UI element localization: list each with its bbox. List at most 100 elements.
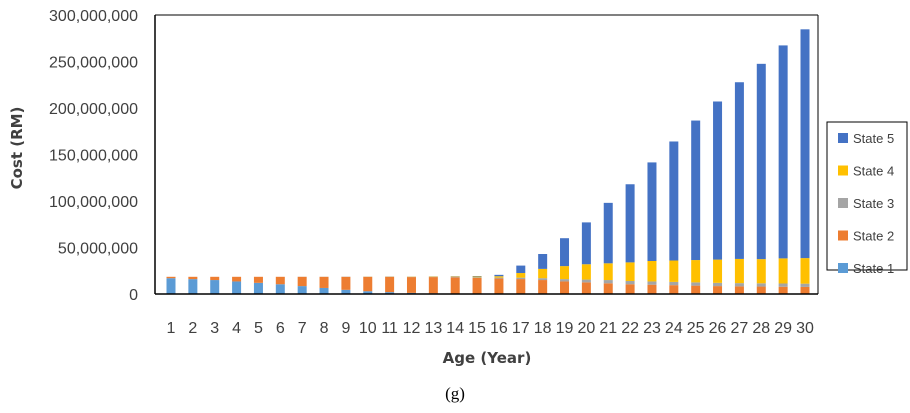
y-tick-label: 100,000,000 xyxy=(49,194,138,211)
bar-segment-state-3-age-25 xyxy=(691,282,701,286)
x-tick-label: 17 xyxy=(512,320,530,337)
legend-label-state-2: State 2 xyxy=(853,229,894,244)
bar-segment-state-2-age-16 xyxy=(494,278,504,294)
x-tick-label: 18 xyxy=(534,320,552,337)
legend-swatch-state-3 xyxy=(838,198,848,208)
bar-segment-state-2-age-4 xyxy=(232,276,242,282)
x-tick-label: 24 xyxy=(665,320,683,337)
bar-segment-state-5-age-16 xyxy=(494,274,504,277)
bar-segment-state-4-age-30 xyxy=(800,258,810,284)
bar-segment-state-4-age-17 xyxy=(516,273,526,278)
bar-segment-state-2-age-3 xyxy=(210,276,220,281)
x-tick-label: 30 xyxy=(796,320,814,337)
x-tick-label: 10 xyxy=(359,320,377,337)
bar-segment-state-3-age-28 xyxy=(756,283,766,287)
bar-segment-state-1-age-9 xyxy=(341,289,351,294)
x-tick-label: 27 xyxy=(731,320,749,337)
x-tick-label: 22 xyxy=(621,320,639,337)
bar-segment-state-4-age-21 xyxy=(603,263,613,281)
x-tick-label: 9 xyxy=(341,320,350,337)
bar-segment-state-2-age-2 xyxy=(188,276,198,280)
x-tick-label: 11 xyxy=(381,320,398,337)
bar-segment-state-2-age-30 xyxy=(800,286,810,294)
bar-segment-state-2-age-25 xyxy=(691,285,701,294)
bar-segment-state-3-age-22 xyxy=(625,280,635,285)
stacked-bar-chart: 0 50,000,000 100,000,000 150,000,000 200,000… xyxy=(8,8,908,367)
x-tick-label: 28 xyxy=(752,320,770,337)
x-tick-label: 26 xyxy=(709,320,727,337)
bar-segment-state-2-age-23 xyxy=(647,284,657,294)
figure-caption: (g) xyxy=(445,384,465,403)
x-tick-label: 2 xyxy=(188,320,197,337)
bar-segment-state-3-age-15 xyxy=(472,277,482,278)
bar-segment-state-1-age-3 xyxy=(210,280,220,294)
bar-segment-state-1-age-7 xyxy=(297,286,307,294)
legend-swatch-state-4 xyxy=(838,165,848,176)
bar-segment-state-2-age-28 xyxy=(756,286,766,294)
axes xyxy=(154,14,819,295)
bar-segment-state-2-age-15 xyxy=(472,278,482,294)
x-tick-label: 29 xyxy=(774,320,792,337)
bar-segment-state-4-age-29 xyxy=(778,258,788,284)
bar-segment-state-4-age-24 xyxy=(669,260,679,282)
bar-segment-state-4-age-18 xyxy=(538,268,548,279)
bar-segment-state-3-age-18 xyxy=(538,278,548,281)
bar-segment-state-2-age-8 xyxy=(319,276,329,288)
y-tick-labels: 0 50,000,000 100,000,000 150,000,000 200,000… xyxy=(49,8,138,304)
legend: State 5 State 4 State 3 State 2 State 1 xyxy=(826,121,908,276)
bar-segment-state-5-age-28 xyxy=(756,63,766,260)
bar-segment-state-3-age-20 xyxy=(581,279,591,283)
bar-segment-state-4-age-16 xyxy=(494,276,504,278)
bar-segment-state-5-age-25 xyxy=(691,120,701,261)
legend-swatch-state-1 xyxy=(838,263,848,273)
x-tick-label: 16 xyxy=(490,320,508,337)
x-tick-label: 3 xyxy=(210,320,219,337)
legend-label-state-1: State 1 xyxy=(853,261,894,276)
x-tick-label: 19 xyxy=(556,320,574,337)
bar-segment-state-2-age-10 xyxy=(363,276,373,292)
y-tick-label: 250,000,000 xyxy=(49,55,138,72)
bar-segment-state-5-age-30 xyxy=(800,29,810,259)
bar-segment-state-5-age-29 xyxy=(778,45,788,259)
bar-segment-state-1-age-11 xyxy=(385,292,395,294)
bar-segment-state-2-age-6 xyxy=(275,276,285,285)
bar-segment-state-2-age-29 xyxy=(778,286,788,294)
x-tick-label: 5 xyxy=(254,320,263,337)
x-tick-label: 4 xyxy=(232,320,241,337)
bar-segment-state-4-age-28 xyxy=(756,259,766,284)
bar-segment-state-2-age-11 xyxy=(385,276,395,293)
bar-segment-state-2-age-17 xyxy=(516,279,526,294)
bar-segment-state-2-age-27 xyxy=(734,286,744,294)
bar-segment-state-1-age-10 xyxy=(363,291,373,294)
bar-segment-state-5-age-19 xyxy=(560,238,570,267)
x-tick-labels: 1 2 3 4 5 6 7 8 9 10 11 12 13 14 15 16 17 18 19 20 21 22 23 24 2… xyxy=(167,320,814,337)
bar-area xyxy=(166,29,810,295)
bar-segment-state-1-age-5 xyxy=(253,282,263,294)
bar-segment-state-3-age-14 xyxy=(450,276,460,278)
bar-segment-state-2-age-26 xyxy=(713,286,723,294)
bar-segment-state-1-age-2 xyxy=(188,279,198,294)
y-tick-label: 150,000,000 xyxy=(49,148,138,165)
y-tick-label: 300,000,000 xyxy=(49,8,138,25)
bar-segment-state-2-age-18 xyxy=(538,280,548,294)
bar-segment-state-2-age-21 xyxy=(603,283,613,294)
bar-segment-state-3-age-21 xyxy=(603,280,613,284)
x-tick-label: 7 xyxy=(298,320,307,337)
bar-segment-state-2-age-1 xyxy=(166,276,176,279)
bar-segment-state-3-age-29 xyxy=(778,283,788,287)
x-tick-label: 1 xyxy=(167,320,176,337)
y-tick-label: 200,000,000 xyxy=(49,101,138,118)
bar-segment-state-4-age-25 xyxy=(691,260,701,283)
x-tick-label: 6 xyxy=(276,320,285,337)
x-tick-label: 21 xyxy=(599,320,617,337)
bar-segment-state-4-age-23 xyxy=(647,260,657,282)
bar-segment-state-2-age-7 xyxy=(297,276,307,287)
bar-segment-state-3-age-23 xyxy=(647,281,657,285)
bar-segment-state-5-age-27 xyxy=(734,82,744,259)
bar-segment-state-3-age-26 xyxy=(713,282,723,287)
bar-segment-state-2-age-20 xyxy=(581,282,591,295)
bar-segment-state-4-age-19 xyxy=(560,266,570,280)
legend-box xyxy=(826,121,908,271)
bar-segment-state-1-age-8 xyxy=(319,287,329,294)
bar-segment-state-4-age-27 xyxy=(734,258,744,284)
